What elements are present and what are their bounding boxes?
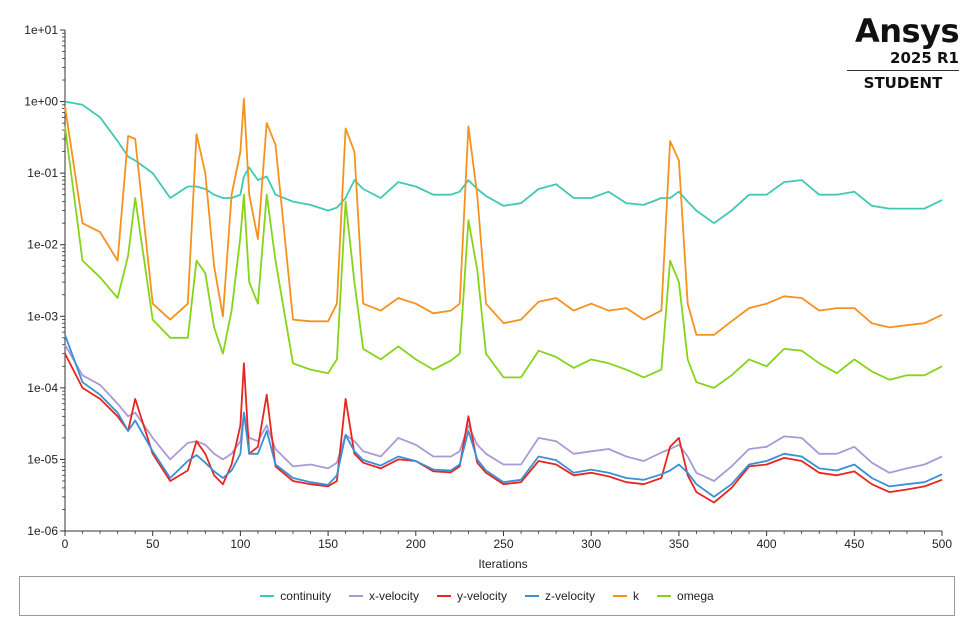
y-tick-label: 1e-05 bbox=[27, 452, 58, 466]
y-tick-label: 1e-03 bbox=[27, 309, 58, 323]
x-tick-label: 400 bbox=[757, 537, 777, 551]
x-tick-label: 250 bbox=[493, 537, 513, 551]
x-tick-label: 300 bbox=[581, 537, 601, 551]
y-tick-label: 1e-04 bbox=[27, 381, 58, 395]
x-tick-label: 500 bbox=[932, 537, 952, 551]
legend-swatch bbox=[436, 595, 451, 597]
legend-swatch bbox=[613, 595, 628, 597]
legend-item-z-velocity: z-velocity bbox=[525, 589, 595, 603]
y-tick-label: 1e+01 bbox=[24, 23, 58, 37]
y-tick-label: 1e-06 bbox=[27, 524, 58, 538]
y-tick-label: 1e-02 bbox=[27, 238, 58, 252]
logo-edition: STUDENT bbox=[863, 74, 943, 92]
series-k bbox=[64, 97, 943, 336]
legend-item-y-velocity: y-velocity bbox=[436, 589, 507, 603]
series-x-velocity bbox=[64, 344, 943, 482]
legend-label: continuity bbox=[280, 589, 331, 603]
legend-swatch bbox=[260, 595, 275, 597]
x-tick-label: 100 bbox=[230, 537, 250, 551]
legend-item-k: k bbox=[613, 589, 639, 603]
plot-axes: 1e+01 1e+00 1e-01 1e-02 1e-03 1e-04 1e-05 1e-06… bbox=[24, 23, 952, 551]
legend-item-x-velocity: x-velocity bbox=[348, 589, 419, 603]
x-tick-label: 0 bbox=[62, 537, 69, 551]
legend-label: y-velocity bbox=[456, 589, 507, 603]
legend-item-omega: omega bbox=[657, 589, 714, 603]
x-tick-label: 50 bbox=[146, 537, 160, 551]
legend-item-continuity: continuity bbox=[260, 589, 331, 603]
y-tick-label: 1e+00 bbox=[24, 95, 58, 109]
legend-label: x-velocity bbox=[368, 589, 419, 603]
series-continuity bbox=[64, 100, 943, 225]
legend-swatch bbox=[348, 595, 363, 597]
ansys-logo: Ansys 2025 R1 STUDENT bbox=[839, 12, 960, 92]
logo-name: Ansys bbox=[855, 12, 960, 50]
series-y-velocity bbox=[64, 353, 943, 504]
legend-swatch bbox=[657, 595, 672, 597]
series-z-velocity bbox=[64, 334, 943, 498]
x-tick-label: 200 bbox=[406, 537, 426, 551]
legend-label: k bbox=[633, 589, 640, 603]
legend-label: omega bbox=[677, 589, 714, 603]
x-tick-label: 350 bbox=[669, 537, 689, 551]
logo-version: 2025 R1 bbox=[890, 49, 959, 67]
y-tick-label: 1e-01 bbox=[27, 166, 58, 180]
legend-swatch bbox=[525, 595, 539, 597]
chart-legend: continuity x-velocity y-velocity z-velocity… bbox=[19, 576, 955, 616]
legend-label: z-velocity bbox=[545, 589, 596, 603]
x-axis-label: Iterations bbox=[478, 557, 527, 571]
x-tick-label: 450 bbox=[844, 537, 864, 551]
series-omega bbox=[64, 126, 943, 389]
x-tick-label: 150 bbox=[318, 537, 338, 551]
logo-divider bbox=[847, 70, 959, 71]
plot-series bbox=[64, 97, 943, 504]
